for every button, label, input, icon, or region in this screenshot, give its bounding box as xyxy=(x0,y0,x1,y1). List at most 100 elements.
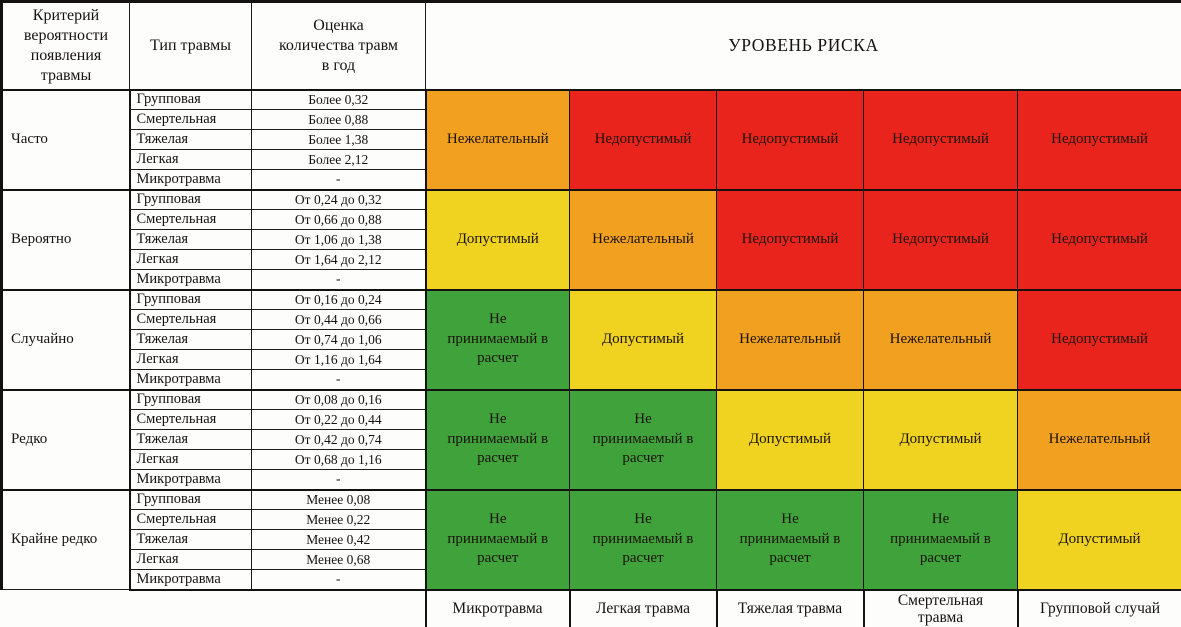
table-row: Тяжелая Более 1,38 xyxy=(2,129,1181,150)
injury-estimate-cell: Более 0,88 xyxy=(251,109,427,130)
estimate-column-header: Оценка количества травм в год xyxy=(251,0,426,91)
injury-estimate-cell: От 0,42 до 0,74 xyxy=(251,429,427,450)
risk-level-cell: Допустимый xyxy=(1016,488,1181,590)
table-row: Смертельная Менее 0,22 xyxy=(2,509,1181,530)
injury-estimate-cell: От 0,44 до 0,66 xyxy=(251,309,427,330)
injury-estimate-cell: Более 0,32 xyxy=(251,88,427,110)
severity-axis-label: Легкая травма xyxy=(568,588,718,627)
injury-type-cell: Смертельная xyxy=(129,409,252,430)
injury-estimate-cell: - xyxy=(251,369,427,390)
table-row: Крайне редко Групповая Менее 0,08 Не приним… xyxy=(0,488,1181,590)
injury-estimate-cell: Менее 0,68 xyxy=(251,549,427,570)
criterion-column-header: Критерий вероятности появления травмы xyxy=(0,0,130,91)
injury-estimate-cell: От 0,22 до 0,44 xyxy=(251,409,427,430)
injury-estimate-cell: Менее 0,22 xyxy=(251,509,427,530)
injury-estimate-cell: - xyxy=(251,469,427,490)
injury-type-cell: Легкая xyxy=(129,149,252,170)
risk-level-cell: Недопустимый xyxy=(1016,88,1181,190)
injury-estimate-cell: - xyxy=(251,569,427,591)
injury-estimate-cell: Более 2,12 xyxy=(251,149,427,170)
table-row: Микротравма - xyxy=(2,569,1181,591)
table-header-row: Критерий вероятности появления травмы Ти… xyxy=(0,0,1181,91)
risk-level-cell: Не принимаемый в расчет xyxy=(425,388,570,490)
injury-estimate-cell: От 1,06 до 1,38 xyxy=(251,229,427,250)
injury-estimate-cell: - xyxy=(251,169,427,190)
risk-level-cell: Недопустимый xyxy=(716,188,864,290)
risk-level-cell: Недопустимый xyxy=(716,88,864,190)
risk-level-cell: Недопустимый xyxy=(863,88,1018,190)
injury-type-cell: Микротравма xyxy=(129,169,252,190)
probability-criterion-cell: Крайне редко xyxy=(0,488,131,590)
probability-criterion-cell: Вероятно xyxy=(0,188,131,290)
table-row: Вероятно Групповая От 0,24 до 0,32 Допустим… xyxy=(0,188,1181,290)
injury-type-cell: Микротравма xyxy=(129,469,252,490)
risk-level-cell: Допустимый xyxy=(425,188,570,290)
injury-estimate-cell: Более 1,38 xyxy=(251,129,427,150)
table-row: Случайно Групповая От 0,16 до 0,24 Не прини… xyxy=(0,288,1181,390)
table-row: Микротравма - xyxy=(2,369,1181,390)
table-row: Смертельная От 0,22 до 0,44 xyxy=(2,409,1181,430)
probability-criterion-cell: Часто xyxy=(0,88,131,190)
risk-level-cell: Нежелательный xyxy=(569,188,717,290)
injury-type-cell: Легкая xyxy=(129,349,252,370)
injury-estimate-cell: - xyxy=(251,269,427,290)
risk-level-cell: Недопустимый xyxy=(863,188,1018,290)
risk-level-cell: Не принимаемый в расчет xyxy=(425,288,570,390)
table-row: Тяжелая От 0,74 до 1,06 xyxy=(2,329,1181,350)
injury-estimate-cell: От 0,66 до 0,88 xyxy=(251,209,427,230)
injury-estimate-cell: От 1,16 до 1,64 xyxy=(251,349,427,370)
injury-estimate-cell: От 0,68 до 1,16 xyxy=(251,449,427,470)
injury-type-cell: Смертельная xyxy=(129,309,252,330)
risk-table-body: Часто Групповая Более 0,32 Нежелательный Нед… xyxy=(0,88,1181,591)
risk-level-cell: Не принимаемый в расчет xyxy=(863,488,1018,590)
table-row: Легкая Более 2,12 xyxy=(2,149,1181,170)
table-row: Тяжелая Менее 0,42 xyxy=(2,529,1181,550)
injury-type-cell: Групповая xyxy=(129,88,252,110)
injury-type-cell: Тяжелая xyxy=(129,529,252,550)
severity-axis-label: Тяжелая травма xyxy=(715,588,865,627)
injury-type-column-header: Тип травмы xyxy=(129,0,252,91)
injury-estimate-cell: От 1,64 до 2,12 xyxy=(251,249,427,270)
injury-type-cell: Смертельная xyxy=(129,509,252,530)
injury-type-cell: Групповая xyxy=(129,288,252,310)
risk-level-cell: Допустимый xyxy=(569,288,717,390)
table-row: Часто Групповая Более 0,32 Нежелательный Нед… xyxy=(0,88,1181,190)
injury-type-cell: Легкая xyxy=(129,249,252,270)
risk-level-header: УРОВЕНЬ РИСКА xyxy=(424,0,1181,91)
injury-type-cell: Смертельная xyxy=(129,109,252,130)
risk-level-cell: Недопустимый xyxy=(1016,288,1181,390)
table-row: Легкая Менее 0,68 xyxy=(2,549,1181,570)
risk-level-cell: Допустимый xyxy=(863,388,1018,490)
table-row: Смертельная От 0,44 до 0,66 xyxy=(2,309,1181,330)
injury-estimate-cell: От 0,08 до 0,16 xyxy=(251,388,427,410)
risk-level-cell: Нежелательный xyxy=(1016,388,1181,490)
footer-empty-area xyxy=(1,589,426,627)
injury-type-cell: Легкая xyxy=(129,449,252,470)
injury-type-cell: Микротравма xyxy=(129,569,252,591)
table-row: Смертельная Более 0,88 xyxy=(2,109,1181,130)
table-row: Тяжелая От 1,06 до 1,38 xyxy=(2,229,1181,250)
risk-level-cell: Допустимый xyxy=(716,388,864,490)
risk-level-cell: Недопустимый xyxy=(569,88,717,190)
risk-level-cell: Недопустимый xyxy=(1016,188,1181,290)
table-row: Микротравма - xyxy=(2,469,1181,490)
injury-type-cell: Тяжелая xyxy=(129,229,252,250)
table-row: Микротравма - xyxy=(2,269,1181,290)
table-row: Смертельная От 0,66 до 0,88 xyxy=(2,209,1181,230)
probability-criterion-cell: Случайно xyxy=(0,288,131,390)
table-row: Редко Групповая От 0,08 до 0,16 Не принимае… xyxy=(0,388,1181,490)
risk-level-cell: Нежелательный xyxy=(863,288,1018,390)
injury-type-cell: Групповая xyxy=(129,488,252,510)
injury-type-cell: Групповая xyxy=(129,188,252,210)
injury-estimate-cell: От 0,74 до 1,06 xyxy=(251,329,427,350)
severity-axis-label: Смертельная травма xyxy=(862,588,1019,627)
risk-level-cell: Не принимаемый в расчет xyxy=(569,488,717,590)
probability-criterion-cell: Редко xyxy=(0,388,131,490)
severity-axis-label: Микротравма xyxy=(424,588,571,627)
severity-axis-label: Групповой случай xyxy=(1016,588,1181,627)
risk-level-cell: Нежелательный xyxy=(716,288,864,390)
injury-type-cell: Легкая xyxy=(129,549,252,570)
injury-type-cell: Микротравма xyxy=(129,269,252,290)
